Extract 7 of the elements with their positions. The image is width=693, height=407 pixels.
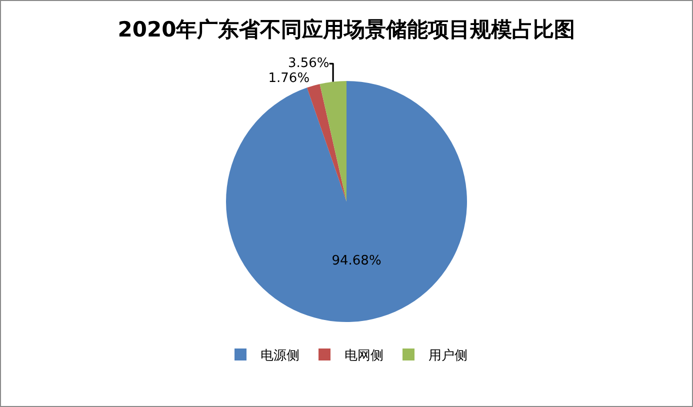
data-label: 3.56% [288, 56, 330, 72]
chart-title: 2020年广东省不同应用场景储能项目规模占比图 [118, 17, 576, 42]
data-label: 1.76% [268, 71, 310, 86]
legend-label: 电网侧 [344, 348, 384, 364]
legend-label: 电源侧 [260, 348, 300, 364]
data-label: 94.68% [332, 253, 382, 268]
legend-label: 用户侧 [428, 348, 468, 364]
